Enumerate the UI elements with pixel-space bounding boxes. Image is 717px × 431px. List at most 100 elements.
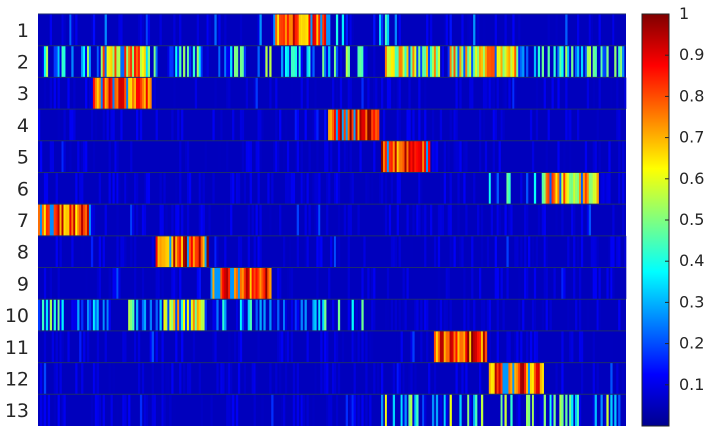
heatmap-cell: [586, 172, 590, 205]
heatmap-cell: [304, 204, 307, 236]
heatmap-cell: [284, 330, 288, 363]
heatmap-cell: [408, 77, 411, 110]
heatmap-cell: [87, 330, 90, 363]
heatmap-cell: [286, 172, 290, 205]
heatmap-cell: [477, 45, 480, 78]
heatmap-cell: [261, 394, 264, 426]
heatmap-cell: [308, 14, 311, 46]
heatmap-cell: [175, 267, 178, 300]
heatmap-cell: [126, 45, 129, 78]
heatmap-cell: [255, 299, 258, 331]
heatmap-cell: [412, 394, 415, 426]
heatmap-cell: [294, 14, 298, 46]
heatmap-cell: [473, 14, 476, 46]
heatmap-cell: [520, 45, 523, 78]
heatmap-cell: [612, 14, 615, 46]
heatmap-cell: [592, 45, 595, 78]
heatmap-cell: [230, 204, 233, 236]
heatmap-cell: [367, 109, 370, 141]
heatmap-cell: [541, 394, 544, 426]
heatmap-cell: [114, 77, 117, 110]
heatmap-cell: [57, 299, 60, 331]
heatmap-cell: [479, 330, 482, 363]
heatmap-cell: [77, 204, 80, 236]
heatmap-cell: [39, 362, 43, 395]
heatmap-cell: [149, 330, 152, 363]
heatmap-cell: [61, 299, 64, 331]
heatmap-cell: [273, 140, 276, 173]
heatmap-row-6: [43, 172, 625, 205]
heatmap-cell: [567, 235, 570, 268]
heatmap-cell: [318, 14, 321, 46]
heatmap-cell: [571, 330, 574, 363]
heatmap-cell: [143, 45, 147, 78]
heatmap-cell: [202, 45, 205, 78]
heatmap-cell: [228, 362, 231, 395]
heatmap-cell: [55, 362, 58, 395]
heatmap-cell: [204, 45, 207, 78]
heatmap-cell: [281, 14, 284, 46]
heatmap-cell: [63, 109, 66, 141]
heatmap-cell: [490, 362, 494, 395]
heatmap-cell: [545, 140, 548, 173]
heatmap-cell: [222, 362, 225, 395]
heatmap-cell: [198, 172, 201, 205]
heatmap-cell: [571, 45, 574, 78]
heatmap-cell: [461, 14, 464, 46]
heatmap-cell: [312, 109, 315, 141]
heatmap-cell: [51, 330, 54, 363]
heatmap-cell: [41, 204, 45, 236]
heatmap-cell: [312, 172, 315, 205]
heatmap-cell: [500, 109, 503, 141]
heatmap-cell: [139, 77, 143, 110]
heatmap-cell: [347, 299, 350, 331]
heatmap-cell: [132, 204, 135, 236]
heatmap-cell: [449, 45, 452, 78]
heatmap-cell: [582, 172, 586, 205]
heatmap-cell: [433, 330, 437, 363]
heatmap-cell: [390, 45, 394, 78]
heatmap-cell: [290, 267, 294, 300]
heatmap-cell: [286, 14, 290, 46]
heatmap-cell: [339, 77, 343, 110]
heatmap-cell: [392, 362, 396, 395]
heatmap-cell: [186, 140, 190, 173]
heatmap-cell: [169, 235, 172, 268]
heatmap-cell: [286, 299, 290, 331]
colorbar-tick-label: 0.5: [679, 210, 704, 229]
heatmap-cell: [504, 14, 507, 46]
heatmap-cell: [212, 299, 215, 331]
heatmap-cell: [526, 45, 529, 78]
heatmap-cell: [71, 204, 74, 236]
heatmap-cell: [351, 330, 354, 363]
heatmap-cell: [94, 299, 98, 331]
heatmap-cell: [63, 394, 66, 426]
heatmap-cell: [484, 330, 488, 363]
heatmap-cell: [49, 267, 53, 300]
heatmap-cell: [414, 299, 417, 331]
heatmap-cell: [447, 45, 450, 78]
heatmap-cell: [200, 45, 203, 78]
heatmap-cell: [288, 14, 292, 46]
heatmap-cell: [467, 45, 470, 78]
heatmap-cell: [533, 394, 537, 426]
heatmap-cell: [53, 362, 56, 395]
heatmap-cell: [494, 362, 497, 395]
heatmap-cell: [341, 267, 345, 300]
heatmap-cell: [390, 362, 394, 395]
heatmap-cell: [296, 204, 299, 236]
heatmap-cell: [535, 330, 539, 363]
heatmap-cell: [524, 267, 527, 300]
heatmap-cell: [188, 299, 192, 331]
heatmap-cell: [171, 109, 174, 141]
heatmap-cell: [130, 77, 133, 110]
heatmap-cell: [126, 77, 129, 110]
heatmap-cell: [433, 45, 437, 78]
heatmap-cell: [284, 45, 288, 78]
heatmap-cell: [320, 330, 323, 363]
heatmap-cell: [120, 109, 123, 141]
heatmap-cell: [506, 267, 509, 300]
row-label-6: 6: [17, 178, 29, 200]
heatmap-cell: [602, 172, 605, 205]
heatmap-cell: [312, 299, 315, 331]
